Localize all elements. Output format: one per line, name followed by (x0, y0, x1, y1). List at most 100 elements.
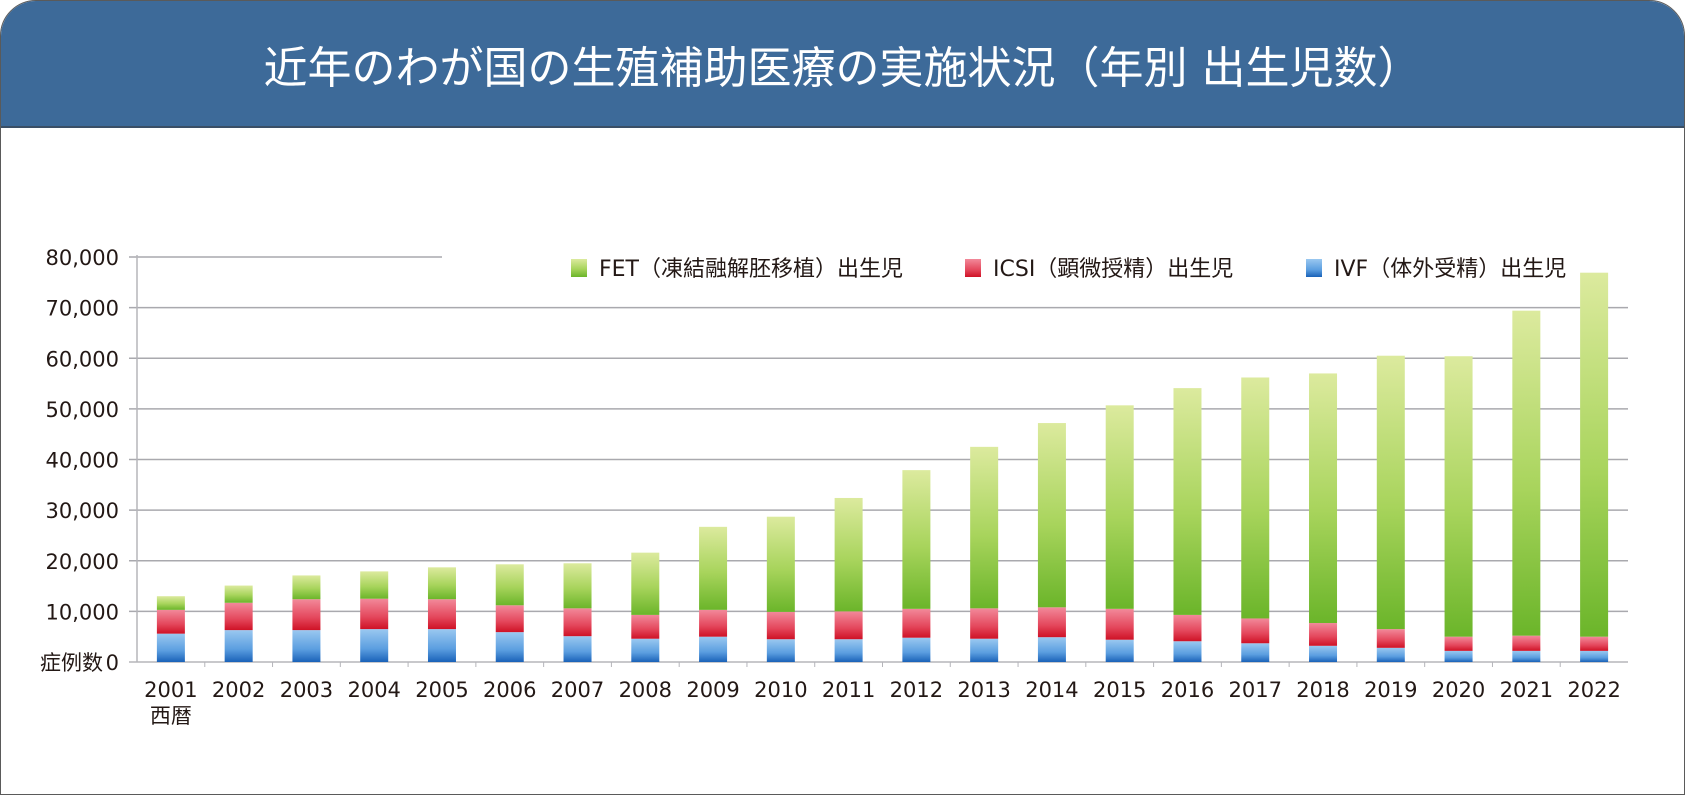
bar-stack-2005 (427, 567, 456, 662)
x-tick-label: 2014 (1025, 678, 1078, 702)
bar-ivf (970, 638, 999, 662)
x-tick-label: 2008 (619, 678, 672, 702)
x-tick-label: 2001 (144, 678, 197, 702)
bar-ivf (1173, 641, 1202, 662)
bar-icsi (1444, 636, 1473, 651)
bar-icsi (1037, 607, 1066, 638)
x-tick-label: 2015 (1093, 678, 1146, 702)
bar-stack-2015 (1105, 405, 1134, 662)
bar-stack-2018 (1309, 373, 1338, 662)
bar-ivf (1105, 639, 1134, 662)
bar-icsi (156, 609, 185, 634)
y-tick-label: 80,000 (46, 246, 119, 270)
bar-stack-2004 (360, 571, 389, 662)
x-tick-label: 2010 (754, 678, 807, 702)
legend-label: FET（凍結融解胚移植）出生児 (599, 257, 903, 282)
x-tick-label: 2016 (1161, 678, 1214, 702)
bar-icsi (1173, 614, 1202, 642)
bar-stack-2006 (495, 564, 524, 662)
bar-fet (1376, 355, 1405, 630)
x-tick-label: 2021 (1500, 678, 1553, 702)
bar-stack-2012 (902, 470, 931, 662)
bar-fet (360, 571, 389, 599)
bar-ivf (1580, 650, 1609, 662)
bar-fet (834, 497, 863, 612)
bar-icsi (834, 611, 863, 640)
x-tick-label: 2022 (1567, 678, 1620, 702)
bar-ivf (902, 637, 931, 662)
bar-stack-2013 (970, 446, 999, 662)
header-bar: 近年のわが国の生殖補助医療の実施状況（年別 出生児数） (1, 1, 1684, 128)
bar-icsi (970, 608, 999, 639)
bar-fet (156, 596, 185, 610)
bar-stack-2010 (766, 516, 795, 662)
bar-icsi (1580, 636, 1609, 651)
bar-fet (1173, 388, 1202, 615)
x-tick-label: 2007 (551, 678, 604, 702)
x-tick-label: 2003 (280, 678, 333, 702)
y-tick-label: 10,000 (46, 600, 119, 624)
bar-fet (1512, 310, 1541, 636)
x-tick-label: 2017 (1229, 678, 1282, 702)
bar-fet (1241, 377, 1270, 619)
bar-icsi (1309, 623, 1338, 646)
legend-item-icsi: ICSI（顕微授精）出生児 (965, 257, 1233, 282)
legend-label: ICSI（顕微授精）出生児 (993, 257, 1233, 282)
bar-ivf (427, 629, 456, 662)
bar-ivf (766, 639, 795, 662)
bar-ivf (563, 636, 592, 662)
bar-stack-2022 (1580, 272, 1609, 662)
legend-swatch-ivf (1306, 259, 1322, 277)
bar-ivf (495, 632, 524, 662)
bar-icsi (360, 598, 389, 630)
y-axis-label: 症例数 (40, 651, 103, 675)
bar-fet (1580, 272, 1609, 637)
bar-stack-2002 (224, 585, 253, 662)
y-tick-label: 40,000 (46, 449, 119, 473)
bar-ivf (1376, 647, 1405, 662)
bar-ivf (1512, 650, 1541, 662)
y-tick-label: 30,000 (46, 499, 119, 523)
bar-ivf (699, 636, 728, 662)
bar-icsi (495, 605, 524, 633)
bar-fet (1309, 373, 1338, 624)
x-tick-label: 2005 (415, 678, 468, 702)
bar-icsi (292, 599, 321, 631)
x-tick-label: 2006 (483, 678, 536, 702)
x-tick-label: 2012 (890, 678, 943, 702)
axis-labels: 0 10,000 20,000 30,000 40,000 50,000 60,000 70,… (40, 246, 1621, 728)
x-tick-label: 2002 (212, 678, 265, 702)
bars (156, 272, 1609, 662)
bar-fet (495, 564, 524, 606)
bar-ivf (1309, 645, 1338, 662)
bar-ivf (631, 638, 660, 662)
bar-fet (1105, 405, 1134, 609)
x-tick-label: 2018 (1296, 678, 1349, 702)
bar-ivf (1444, 650, 1473, 662)
bar-icsi (1512, 635, 1541, 651)
bar-ivf (292, 630, 321, 662)
legend-swatch-icsi (965, 259, 981, 277)
legend-label: IVF（体外受精）出生児 (1334, 257, 1566, 282)
bar-stack-2011 (834, 497, 863, 662)
bar-fet (766, 516, 795, 612)
x-tick-label: 2019 (1364, 678, 1417, 702)
bar-stack-2019 (1376, 355, 1405, 662)
bar-icsi (631, 614, 660, 639)
bar-icsi (224, 602, 253, 631)
bar-stack-2014 (1037, 423, 1066, 662)
bar-ivf (224, 630, 253, 662)
bar-icsi (1105, 608, 1134, 640)
bar-stack-2003 (292, 575, 321, 662)
bar-icsi (1241, 618, 1270, 644)
bar-fet (292, 575, 321, 600)
x-tick-label: 2011 (822, 678, 875, 702)
legend-swatch-fet (571, 259, 587, 277)
x-tick-label: 2013 (957, 678, 1010, 702)
y-tick-label: 60,000 (46, 347, 119, 371)
bar-fet (631, 552, 660, 615)
bar-fet (1037, 423, 1066, 608)
bar-stack-2020 (1444, 356, 1473, 662)
